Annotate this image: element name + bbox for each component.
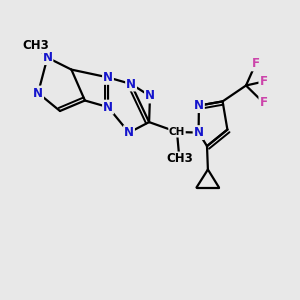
Text: N: N <box>194 99 204 112</box>
Text: CH3: CH3 <box>22 39 49 52</box>
Text: F: F <box>260 96 267 109</box>
Text: F: F <box>252 57 260 70</box>
Text: F: F <box>260 75 267 88</box>
Text: CH3: CH3 <box>166 152 193 166</box>
Text: N: N <box>124 126 134 139</box>
Text: N: N <box>33 86 43 100</box>
Text: N: N <box>103 100 113 114</box>
Text: N: N <box>126 77 136 91</box>
Text: N: N <box>194 126 204 139</box>
Text: CH: CH <box>169 127 185 137</box>
Text: N: N <box>103 71 113 84</box>
Text: N: N <box>42 51 52 64</box>
Text: N: N <box>145 89 155 103</box>
